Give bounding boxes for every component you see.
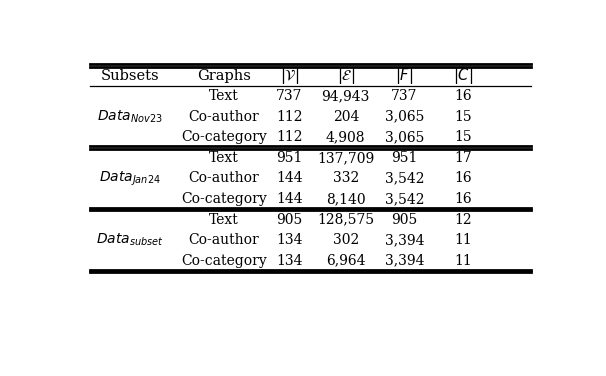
Text: 12: 12 — [454, 212, 472, 227]
Text: $|C|$: $|C|$ — [453, 66, 473, 86]
Text: 16: 16 — [454, 89, 472, 103]
Text: 94,943: 94,943 — [322, 89, 370, 103]
Text: Co-author: Co-author — [188, 233, 259, 247]
Text: 16: 16 — [454, 192, 472, 206]
Text: $\mathit{Data}_{Jan24}$: $\mathit{Data}_{Jan24}$ — [99, 169, 161, 188]
Text: 302: 302 — [333, 233, 359, 247]
Text: 951: 951 — [391, 151, 418, 165]
Text: 128,575: 128,575 — [317, 212, 375, 227]
Text: 332: 332 — [333, 171, 359, 185]
Text: 17: 17 — [454, 151, 472, 165]
Text: 6,964: 6,964 — [326, 254, 365, 268]
Text: 3,394: 3,394 — [385, 254, 424, 268]
Text: 905: 905 — [391, 212, 418, 227]
Text: Text: Text — [209, 212, 239, 227]
Text: $|F|$: $|F|$ — [395, 66, 414, 86]
Text: 3,065: 3,065 — [385, 130, 424, 144]
Text: Co-author: Co-author — [188, 110, 259, 124]
Text: 737: 737 — [276, 89, 302, 103]
Text: $\mathit{Data}_{subset}$: $\mathit{Data}_{subset}$ — [96, 232, 164, 248]
Text: 16: 16 — [454, 171, 472, 185]
Text: 137,709: 137,709 — [317, 151, 375, 165]
Text: Graphs: Graphs — [197, 69, 251, 83]
Text: Text: Text — [209, 89, 239, 103]
Text: 112: 112 — [276, 110, 302, 124]
Text: 3,065: 3,065 — [385, 110, 424, 124]
Text: Co-category: Co-category — [181, 254, 267, 268]
Text: 3,394: 3,394 — [385, 233, 424, 247]
Text: 3,542: 3,542 — [385, 192, 424, 206]
Text: 112: 112 — [276, 130, 302, 144]
Text: 134: 134 — [276, 254, 302, 268]
Text: 4,908: 4,908 — [326, 130, 365, 144]
Text: Co-category: Co-category — [181, 130, 267, 144]
Text: 951: 951 — [276, 151, 302, 165]
Text: $\mathit{Data}_{Nov23}$: $\mathit{Data}_{Nov23}$ — [97, 109, 162, 125]
Text: 11: 11 — [454, 254, 472, 268]
Text: 3,542: 3,542 — [385, 171, 424, 185]
Text: 144: 144 — [276, 171, 303, 185]
Text: 204: 204 — [333, 110, 359, 124]
Text: 8,140: 8,140 — [326, 192, 365, 206]
Text: Co-category: Co-category — [181, 192, 267, 206]
Text: 737: 737 — [391, 89, 418, 103]
Text: Subsets: Subsets — [101, 69, 159, 83]
Text: $|\mathcal{V}|$: $|\mathcal{V}|$ — [280, 66, 299, 86]
Text: 144: 144 — [276, 192, 303, 206]
Text: 905: 905 — [276, 212, 302, 227]
Text: Text: Text — [209, 151, 239, 165]
Text: 15: 15 — [454, 130, 472, 144]
Text: 15: 15 — [454, 110, 472, 124]
Text: Co-author: Co-author — [188, 171, 259, 185]
Text: 11: 11 — [454, 233, 472, 247]
Text: 134: 134 — [276, 233, 302, 247]
Text: $|\mathcal{E}|$: $|\mathcal{E}|$ — [337, 66, 355, 86]
